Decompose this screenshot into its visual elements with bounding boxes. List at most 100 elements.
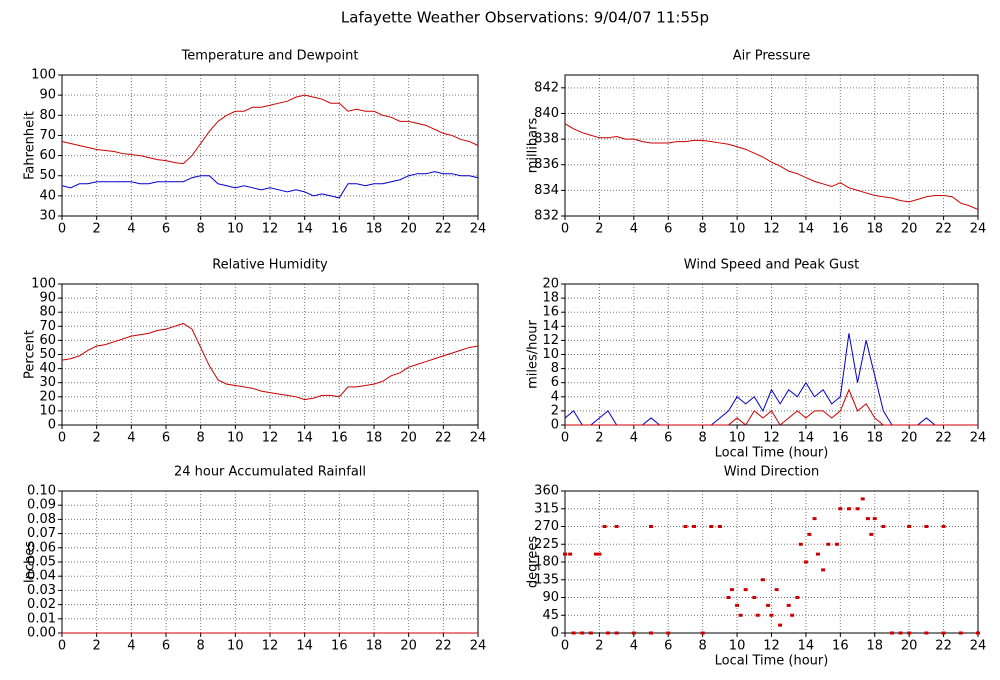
data-point [743, 588, 748, 592]
data-point [865, 517, 870, 521]
x-tick-label: 0 [561, 222, 569, 237]
y-tick-label: 90 [542, 590, 559, 605]
y-tick-label: 180 [534, 555, 559, 570]
y-tick-label: 8 [551, 361, 559, 376]
data-point [798, 542, 803, 546]
x-tick-label: 14 [798, 639, 815, 654]
x-tick-label: 8 [197, 639, 205, 654]
y-tick-label: 70 [39, 128, 56, 143]
x-tick-label: 10 [729, 639, 746, 654]
x-tick-label: 18 [366, 222, 383, 237]
y-tick-label: 18 [542, 291, 559, 306]
data-point [735, 603, 740, 607]
data-point [786, 603, 791, 607]
data-point [760, 578, 765, 582]
data-point [807, 532, 812, 536]
y-axis-label: Inches [23, 541, 38, 583]
data-point [803, 560, 808, 564]
x-tick-label: 18 [866, 639, 883, 654]
x-tick-label: 20 [400, 431, 417, 446]
y-tick-label: 0.00 [27, 626, 56, 641]
y-tick-label: 270 [534, 519, 559, 534]
data-point [683, 525, 688, 528]
data-point [790, 613, 795, 617]
x-tick-label: 12 [262, 431, 279, 446]
x-tick-label: 0 [58, 222, 66, 237]
y-tick-label: 135 [534, 572, 559, 587]
data-point [614, 525, 619, 528]
y-tick-label: 45 [542, 608, 559, 623]
data-point [872, 517, 877, 521]
data-point [738, 613, 743, 617]
x-tick-label: 22 [435, 431, 452, 446]
x-tick-label: 16 [331, 222, 348, 237]
data-point [752, 596, 757, 599]
y-tick-label: 0.04 [27, 569, 56, 584]
data-point [826, 542, 831, 546]
data-point [815, 552, 820, 556]
data-point [571, 631, 576, 635]
x-tick-label: 8 [197, 222, 205, 237]
y-tick-label: 90 [39, 88, 56, 103]
x-tick-label: 20 [901, 222, 918, 237]
data-point [855, 507, 860, 511]
data-point [709, 525, 714, 528]
data-point [593, 552, 598, 556]
y-tick-label: 12 [542, 333, 559, 348]
data-point [778, 623, 783, 627]
x-tick-label: 6 [664, 431, 672, 446]
data-point [924, 631, 929, 635]
y-tick-label: 10 [542, 347, 559, 362]
y-tick-label: 836 [534, 157, 559, 172]
x-tick-label: 24 [470, 431, 487, 446]
x-tick-label: 4 [127, 431, 135, 446]
data-point [924, 525, 929, 528]
y-tick-label: 0.03 [27, 583, 56, 598]
data-point [766, 603, 771, 607]
data-point [597, 552, 602, 556]
x-tick-label: 12 [262, 222, 279, 237]
x-tick-label: 6 [162, 222, 170, 237]
data-point [881, 525, 886, 528]
page-title: Lafayette Weather Observations: 9/04/07 … [341, 9, 709, 27]
x-tick-label: 14 [798, 222, 815, 237]
y-tick-label: 315 [534, 501, 559, 516]
x-axis-label: Local Time (hour) [715, 654, 829, 669]
x-tick-label: 12 [763, 431, 780, 446]
data-point [774, 588, 779, 592]
x-tick-label: 4 [630, 639, 638, 654]
x-tick-label: 0 [58, 639, 66, 654]
plot-frame [564, 74, 979, 217]
data-point [976, 631, 980, 635]
x-tick-label: 22 [935, 639, 952, 654]
x-tick-label: 20 [400, 639, 417, 654]
y-tick-label: 0.01 [27, 611, 56, 626]
y-tick-label: 60 [39, 333, 56, 348]
data-point [606, 631, 611, 635]
x-axis-label: Local Time (hour) [715, 446, 829, 461]
x-tick-label: 24 [470, 639, 487, 654]
y-axis-label: degrees [526, 536, 541, 589]
y-tick-label: 0 [48, 418, 56, 433]
x-tick-label: 20 [400, 222, 417, 237]
x-tick-label: 8 [699, 431, 707, 446]
y-tick-label: 840 [534, 106, 559, 121]
y-tick-label: 20 [39, 389, 56, 404]
x-tick-label: 6 [664, 222, 672, 237]
x-tick-label: 18 [366, 639, 383, 654]
x-tick-label: 4 [630, 431, 638, 446]
x-tick-label: 0 [561, 639, 569, 654]
x-tick-label: 10 [729, 431, 746, 446]
data-line [564, 123, 979, 211]
y-tick-label: 2 [551, 403, 559, 418]
data-point [717, 525, 722, 528]
data-point [649, 631, 654, 635]
x-tick-label: 12 [763, 639, 780, 654]
x-tick-label: 0 [58, 431, 66, 446]
y-tick-label: 0.10 [27, 484, 56, 499]
data-point [729, 588, 734, 592]
data-point [755, 613, 760, 617]
y-tick-label: 20 [542, 277, 559, 292]
data-point [614, 631, 619, 635]
data-point [812, 517, 817, 521]
